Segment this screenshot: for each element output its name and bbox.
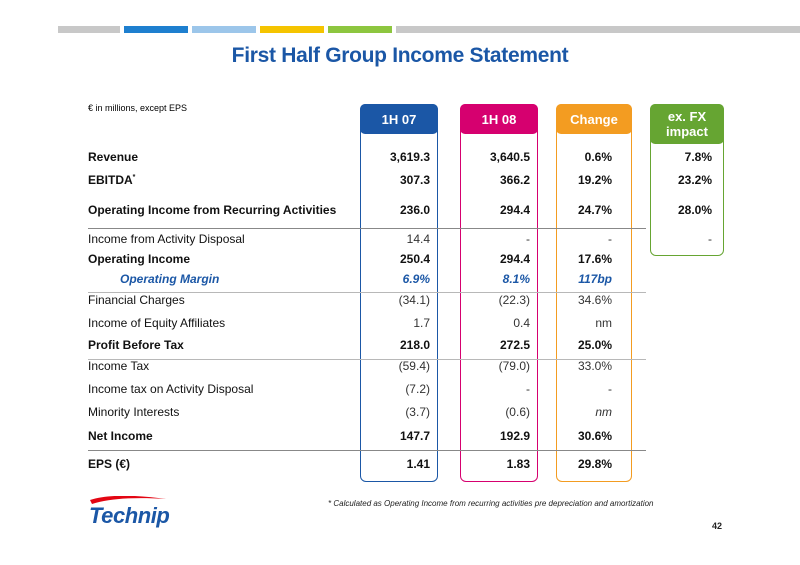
cell-v1: 147.7	[399, 429, 430, 443]
cell-chg: nm	[595, 405, 612, 419]
cell-v1: 14.4	[406, 232, 430, 246]
cell-chg: 17.6%	[577, 252, 612, 266]
cell-v1: (3.7)	[405, 405, 430, 419]
cell-v2: 294.4	[499, 252, 530, 266]
cell-fx: 23.2%	[677, 173, 712, 187]
row-divider	[88, 359, 646, 360]
cell-v2: 192.9	[499, 429, 530, 443]
row-divider	[88, 450, 646, 451]
column-header-fx: ex. FX impact	[650, 104, 724, 144]
cell-chg: 0.6%	[584, 150, 612, 164]
cell-fx: -	[708, 232, 712, 246]
column-header-change: Change	[556, 104, 632, 134]
cell-v1: 250.4	[399, 252, 430, 266]
cell-chg: 24.7%	[577, 203, 612, 217]
top-bar-6	[396, 26, 800, 33]
row-divider	[88, 292, 646, 293]
row-label: Revenue	[88, 150, 139, 164]
row-label: EPS (€)	[88, 457, 131, 471]
cell-v2: 272.5	[499, 338, 530, 352]
cell-v2: 366.2	[499, 173, 530, 187]
row-label: Income from Activity Disposal	[88, 232, 245, 246]
logo-wordmark: Technip	[89, 503, 169, 528]
row-label: Financial Charges	[88, 293, 185, 307]
cell-chg: 29.8%	[577, 457, 612, 471]
cell-v2: 294.4	[499, 203, 530, 217]
cell-chg: 25.0%	[577, 338, 612, 352]
top-bar-4	[260, 26, 324, 33]
cell-chg: -	[608, 382, 612, 396]
row-label: Income of Equity Affiliates	[88, 316, 226, 330]
cell-chg: 33.0%	[577, 359, 612, 373]
cell-chg: 117bp	[578, 272, 612, 286]
cell-v2: -	[526, 232, 530, 246]
cell-chg: -	[608, 232, 612, 246]
cell-v2: (0.6)	[505, 405, 530, 419]
row-label: Income tax on Activity Disposal	[88, 382, 254, 396]
cell-fx: 7.8%	[684, 150, 712, 164]
cell-v1: 236.0	[399, 203, 430, 217]
row-label: Net Income	[88, 429, 153, 443]
cell-v1: (34.1)	[398, 293, 430, 307]
top-bar-3	[192, 26, 256, 33]
cell-v1: 1.41	[406, 457, 430, 471]
cell-v1: 3,619.3	[389, 150, 430, 164]
cell-v2: 8.1%	[502, 272, 530, 286]
top-bar-2	[124, 26, 188, 33]
cell-v2: (22.3)	[498, 293, 530, 307]
row-label: Operating Income from Recurring Activiti…	[88, 203, 337, 217]
page-number: 42	[712, 521, 723, 531]
cell-chg: 19.2%	[577, 173, 612, 187]
cell-v1: (7.2)	[405, 382, 430, 396]
footnote: * Calculated as Operating Income from re…	[328, 499, 654, 508]
row-label: Operating Income	[88, 252, 191, 266]
cell-v1: (59.4)	[398, 359, 430, 373]
row-label: Minority Interests	[88, 405, 180, 419]
cell-chg: nm	[595, 316, 612, 330]
row-label: Operating Margin	[120, 272, 220, 286]
cell-chg: 34.6%	[577, 293, 612, 307]
top-bar-5	[328, 26, 392, 33]
top-color-bars	[58, 26, 800, 33]
page-title: First Half Group Income Statement	[231, 44, 569, 67]
cell-v2: 3,640.5	[489, 150, 530, 164]
cell-v2: 0.4	[513, 316, 530, 330]
units-note: € in millions, except EPS	[88, 103, 188, 113]
top-bar-1	[58, 26, 120, 33]
cell-v1: 1.7	[413, 316, 430, 330]
logo-swoosh-icon	[90, 496, 166, 504]
row-label: EBITDA*	[88, 173, 136, 187]
cell-v2: -	[526, 382, 530, 396]
column-header-1h07: 1H 07	[360, 104, 438, 134]
cell-v1: 6.9%	[402, 272, 430, 286]
cell-chg: 30.6%	[577, 429, 612, 443]
row-divider	[88, 228, 646, 229]
cell-v1: 307.3	[399, 173, 430, 187]
cell-v2: (79.0)	[498, 359, 530, 373]
row-label: Profit Before Tax	[88, 338, 184, 352]
column-header-1h08: 1H 08	[460, 104, 538, 134]
row-label: Income Tax	[88, 359, 150, 373]
technip-logo: Technip	[89, 496, 170, 528]
cell-v2: 1.83	[506, 457, 530, 471]
cell-v1: 218.0	[399, 338, 430, 352]
cell-fx: 28.0%	[677, 203, 712, 217]
